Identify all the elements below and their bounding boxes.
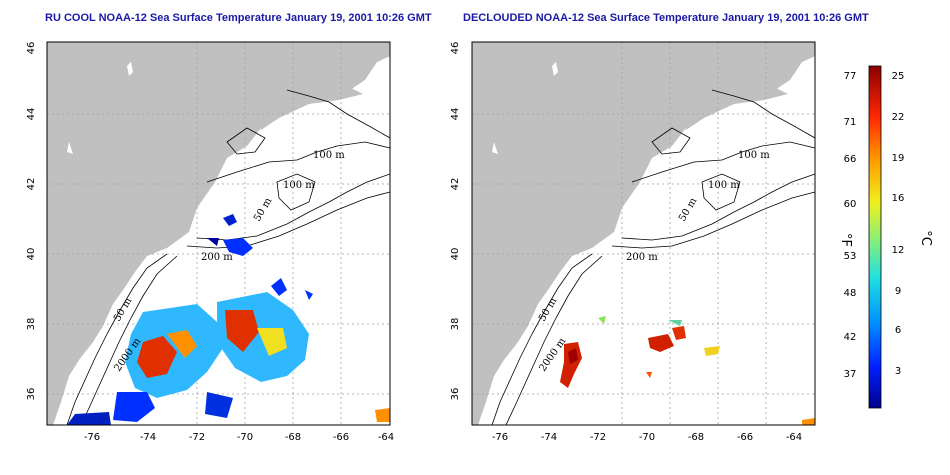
left-lat-tick: 42 — [26, 178, 37, 191]
colorbar-gradient — [868, 65, 882, 409]
celsius-tick: 16 — [892, 193, 905, 204]
right-contour-label-200m: 200 m — [626, 252, 658, 263]
right-map-panel: 100 m 100 m 50 m 200 m 50 m 2000 m — [471, 41, 816, 426]
right-contour-label-100m-a: 100 m — [738, 150, 770, 161]
left-map-frame — [46, 41, 391, 426]
left-lon-tick: -64 — [378, 432, 394, 443]
right-lat-tick: 40 — [450, 248, 461, 261]
left-contour-label-100m-b: 100 m — [283, 180, 315, 191]
celsius-unit-label: °C — [918, 230, 933, 246]
fahrenheit-tick: 60 — [844, 199, 857, 210]
left-contour-label-100m-a: 100 m — [313, 150, 345, 161]
right-lon-tick: -66 — [737, 432, 753, 443]
fahrenheit-tick: 71 — [844, 117, 857, 128]
fahrenheit-tick: 77 — [844, 71, 857, 82]
left-lon-tick: -66 — [333, 432, 349, 443]
celsius-tick: 6 — [895, 325, 901, 336]
right-lat-tick: 44 — [450, 108, 461, 121]
celsius-tick: 9 — [895, 286, 901, 297]
left-lat-tick: 38 — [26, 318, 37, 331]
right-lon-tick: -72 — [590, 432, 606, 443]
right-lat-tick: 46 — [450, 42, 461, 55]
celsius-tick: 12 — [892, 245, 905, 256]
fahrenheit-tick: 42 — [844, 332, 857, 343]
right-lon-tick: -74 — [541, 432, 557, 443]
fahrenheit-tick: 48 — [844, 288, 857, 299]
left-sst-data — [67, 214, 390, 425]
right-lat-axis: 36 38 40 42 44 46 — [450, 42, 461, 401]
right-lon-tick: -68 — [688, 432, 704, 443]
celsius-tick: 3 — [895, 366, 901, 377]
left-lon-tick: -74 — [140, 432, 156, 443]
celsius-tick: 25 — [892, 71, 905, 82]
right-lon-tick: -64 — [786, 432, 802, 443]
right-sst-data — [560, 316, 815, 425]
left-map-panel: 100 m 100 m 50 m 200 m 50 m 2000 m — [46, 41, 391, 426]
left-lon-tick: -72 — [189, 432, 205, 443]
right-bathymetry-contours — [491, 89, 816, 426]
left-lat-tick: 40 — [26, 248, 37, 261]
fahrenheit-tick: 37 — [844, 369, 857, 380]
left-lon-tick: -76 — [84, 432, 100, 443]
left-lon-tick: -70 — [237, 432, 253, 443]
fahrenheit-unit-label: °F — [838, 233, 853, 247]
fahrenheit-tick: 66 — [844, 154, 857, 165]
right-lon-axis: -76 -74 -72 -70 -68 -66 -64 — [492, 432, 802, 443]
temperature-colorbar: 77 71 66 60 53 48 42 37 25 22 19 16 12 9… — [838, 65, 933, 409]
right-gridlines — [472, 42, 815, 425]
left-lat-tick: 44 — [26, 108, 37, 121]
left-contour-label-200m: 200 m — [201, 252, 233, 263]
right-panel-title: DECLOUDED NOAA-12 Sea Surface Temperatur… — [463, 12, 869, 24]
right-lat-tick: 36 — [450, 388, 461, 401]
left-lon-axis: -76 -74 -72 -70 -68 -66 -64 — [84, 432, 394, 443]
left-lat-tick: 36 — [26, 388, 37, 401]
right-lon-tick: -70 — [639, 432, 655, 443]
right-contour-label-100m-b: 100 m — [708, 180, 740, 191]
celsius-tick: 22 — [892, 112, 905, 123]
right-lat-tick: 38 — [450, 318, 461, 331]
left-panel-title: RU COOL NOAA-12 Sea Surface Temperature … — [45, 12, 432, 24]
right-lat-tick: 42 — [450, 178, 461, 191]
left-lat-tick: 46 — [26, 42, 37, 55]
left-lon-tick: -68 — [285, 432, 301, 443]
fahrenheit-tick: 53 — [844, 251, 857, 262]
celsius-tick: 19 — [892, 153, 905, 164]
left-lat-axis: 36 38 40 42 44 46 — [26, 42, 37, 401]
right-lon-tick: -76 — [492, 432, 508, 443]
right-map-frame — [471, 41, 816, 426]
